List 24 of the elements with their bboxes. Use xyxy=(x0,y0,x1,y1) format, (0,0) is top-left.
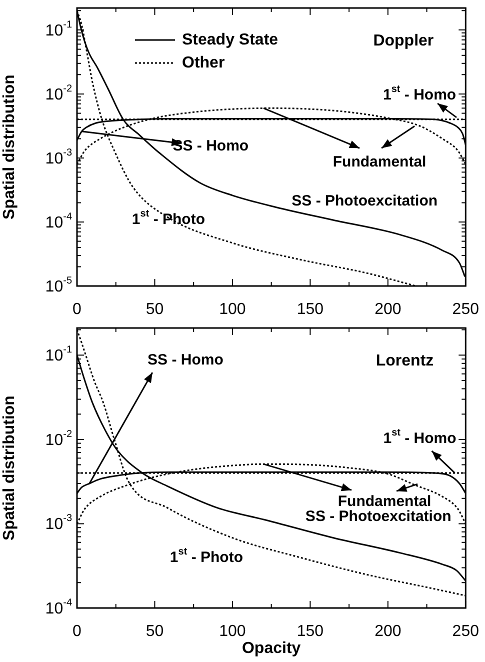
x-tick-label: 250 xyxy=(452,623,480,640)
x-tick-label: 100 xyxy=(219,301,246,318)
x-axis-title: Opacity xyxy=(242,640,301,657)
x-tick-label: 100 xyxy=(219,623,246,640)
x-tick-label: 50 xyxy=(146,301,164,318)
x-tick-label: 200 xyxy=(374,301,402,318)
legend-label: Steady State xyxy=(182,31,278,48)
x-tick-label: 150 xyxy=(296,301,324,318)
x-tick-label: 0 xyxy=(72,623,82,640)
x-tick-label: 200 xyxy=(374,623,402,640)
x-tick-label: 0 xyxy=(72,301,82,318)
annotation: Fundamental xyxy=(332,153,426,170)
text: Doppler xyxy=(373,32,434,50)
annotation: SS - Homo xyxy=(148,352,224,369)
text: Lorentz xyxy=(376,352,434,370)
y-axis-title: Spatial distribution xyxy=(1,396,18,540)
annotation: Fundamental xyxy=(338,493,432,510)
x-tick-label: 250 xyxy=(452,301,480,318)
annotation: SS - Photoexcitation xyxy=(305,508,452,526)
x-tick-label: 150 xyxy=(296,623,324,640)
x-tick-label: 50 xyxy=(146,623,164,640)
y-axis-title: Spatial distribution xyxy=(1,74,18,220)
annotation: SS - Photoexcitation xyxy=(292,192,438,210)
legend-label: Other xyxy=(182,54,225,72)
